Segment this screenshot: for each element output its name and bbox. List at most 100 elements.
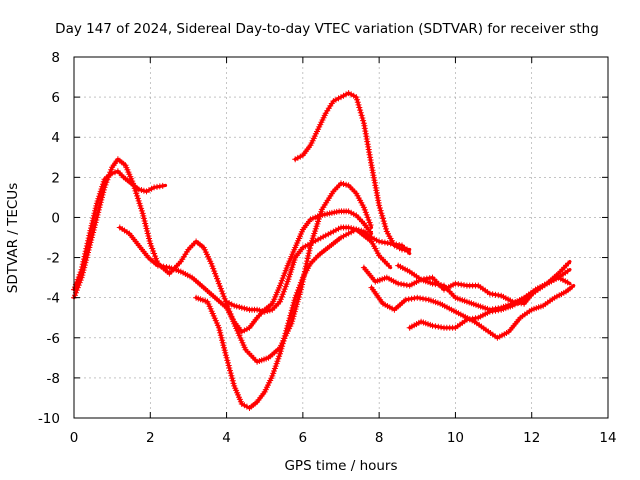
data-point: [327, 229, 334, 236]
series-track-1-markers: [71, 168, 166, 293]
data-point: [283, 325, 290, 332]
data-point: [345, 208, 352, 215]
series-track-4-markers: [193, 226, 411, 411]
x-tick-label: 6: [299, 430, 308, 446]
grid-lines: [74, 57, 608, 418]
data-point: [322, 232, 329, 239]
data-point: [151, 250, 158, 257]
data-point: [354, 99, 361, 106]
data-point: [356, 104, 363, 111]
data-point: [281, 333, 288, 339]
data-series-layer: [71, 90, 576, 411]
data-point: [83, 254, 90, 261]
data-point: [354, 96, 360, 103]
y-tick-label: -10: [38, 411, 60, 427]
data-point: [350, 225, 357, 232]
data-point: [345, 230, 352, 237]
data-point: [289, 304, 296, 311]
data-point: [297, 153, 304, 160]
data-point: [135, 186, 142, 193]
series-track-3-markers: [116, 208, 373, 335]
series-track-10-markers: [395, 262, 571, 307]
y-tick-label: -4: [47, 291, 60, 307]
data-point: [564, 268, 571, 275]
y-tick-labels: -10 -8 -6 -4 -2 0 2 4 6 8: [38, 50, 60, 427]
y-tick-label: -2: [47, 251, 60, 267]
x-tick-label: 10: [447, 430, 464, 446]
data-point: [378, 210, 385, 217]
y-tick-label: 4: [51, 130, 60, 146]
data-point: [305, 250, 312, 257]
y-tick-label: 2: [51, 170, 60, 186]
series-track-2-markers: [71, 156, 374, 365]
data-point: [238, 401, 245, 407]
data-point: [353, 94, 360, 101]
data-point: [223, 354, 230, 361]
data-point: [345, 90, 352, 97]
data-point: [306, 245, 313, 252]
data-point: [564, 279, 571, 286]
data-point: [225, 359, 231, 366]
y-tick-label: 8: [51, 50, 60, 66]
y-tick-label: -6: [47, 331, 60, 347]
data-point: [279, 343, 286, 350]
data-point: [277, 348, 284, 355]
data-point: [565, 260, 571, 267]
series-track-5-markers: [223, 224, 392, 315]
x-tick-label: 12: [523, 430, 540, 446]
data-point: [380, 215, 386, 222]
y-tick-label: -8: [47, 371, 60, 387]
data-point: [568, 284, 575, 291]
data-point: [305, 252, 312, 259]
data-point: [381, 220, 388, 227]
data-point: [256, 307, 263, 314]
data-point: [360, 117, 367, 124]
data-point: [310, 239, 316, 246]
data-point: [340, 92, 347, 99]
data-point: [146, 187, 152, 193]
data-point: [294, 289, 301, 296]
data-point: [379, 212, 386, 219]
plot-border: [73, 56, 609, 419]
data-point: [290, 299, 297, 306]
data-point: [332, 227, 339, 234]
data-point: [355, 101, 362, 108]
data-point: [382, 223, 389, 230]
x-tick-label: 8: [375, 430, 384, 446]
data-point: [304, 241, 311, 248]
x-tick-label: 14: [599, 430, 616, 446]
y-tick-label: 6: [51, 90, 60, 106]
y-axis-label: SDTVAR / TECUs: [5, 183, 21, 293]
x-tick-label: 2: [146, 430, 155, 446]
data-point: [376, 205, 383, 211]
data-point: [332, 96, 339, 103]
data-point: [340, 233, 347, 240]
x-tick-label: 4: [222, 430, 231, 446]
data-point: [243, 326, 250, 333]
data-point: [357, 109, 364, 116]
data-point: [377, 207, 384, 214]
data-point: [383, 225, 389, 232]
data-point: [292, 156, 299, 163]
data-point: [357, 107, 364, 114]
series-track-8-markers: [368, 284, 575, 341]
data-point: [140, 187, 147, 194]
x-axis-label: GPS time / hours: [284, 458, 397, 474]
series-track-6-markers: [292, 90, 411, 253]
x-tick-label: 0: [70, 430, 79, 446]
data-point: [238, 304, 245, 311]
data-point: [340, 181, 347, 187]
data-point: [243, 306, 250, 312]
data-point: [93, 217, 100, 223]
chart-title: Day 147 of 2024, Sidereal Day-to-day VTE…: [55, 21, 599, 37]
data-point: [393, 243, 400, 250]
data-point: [285, 320, 292, 327]
data-point: [280, 288, 287, 295]
data-point: [140, 215, 147, 222]
data-point: [385, 262, 392, 269]
data-point: [288, 310, 295, 316]
data-point: [226, 300, 233, 306]
data-point: [229, 377, 236, 384]
axis-ticks: [73, 56, 609, 419]
